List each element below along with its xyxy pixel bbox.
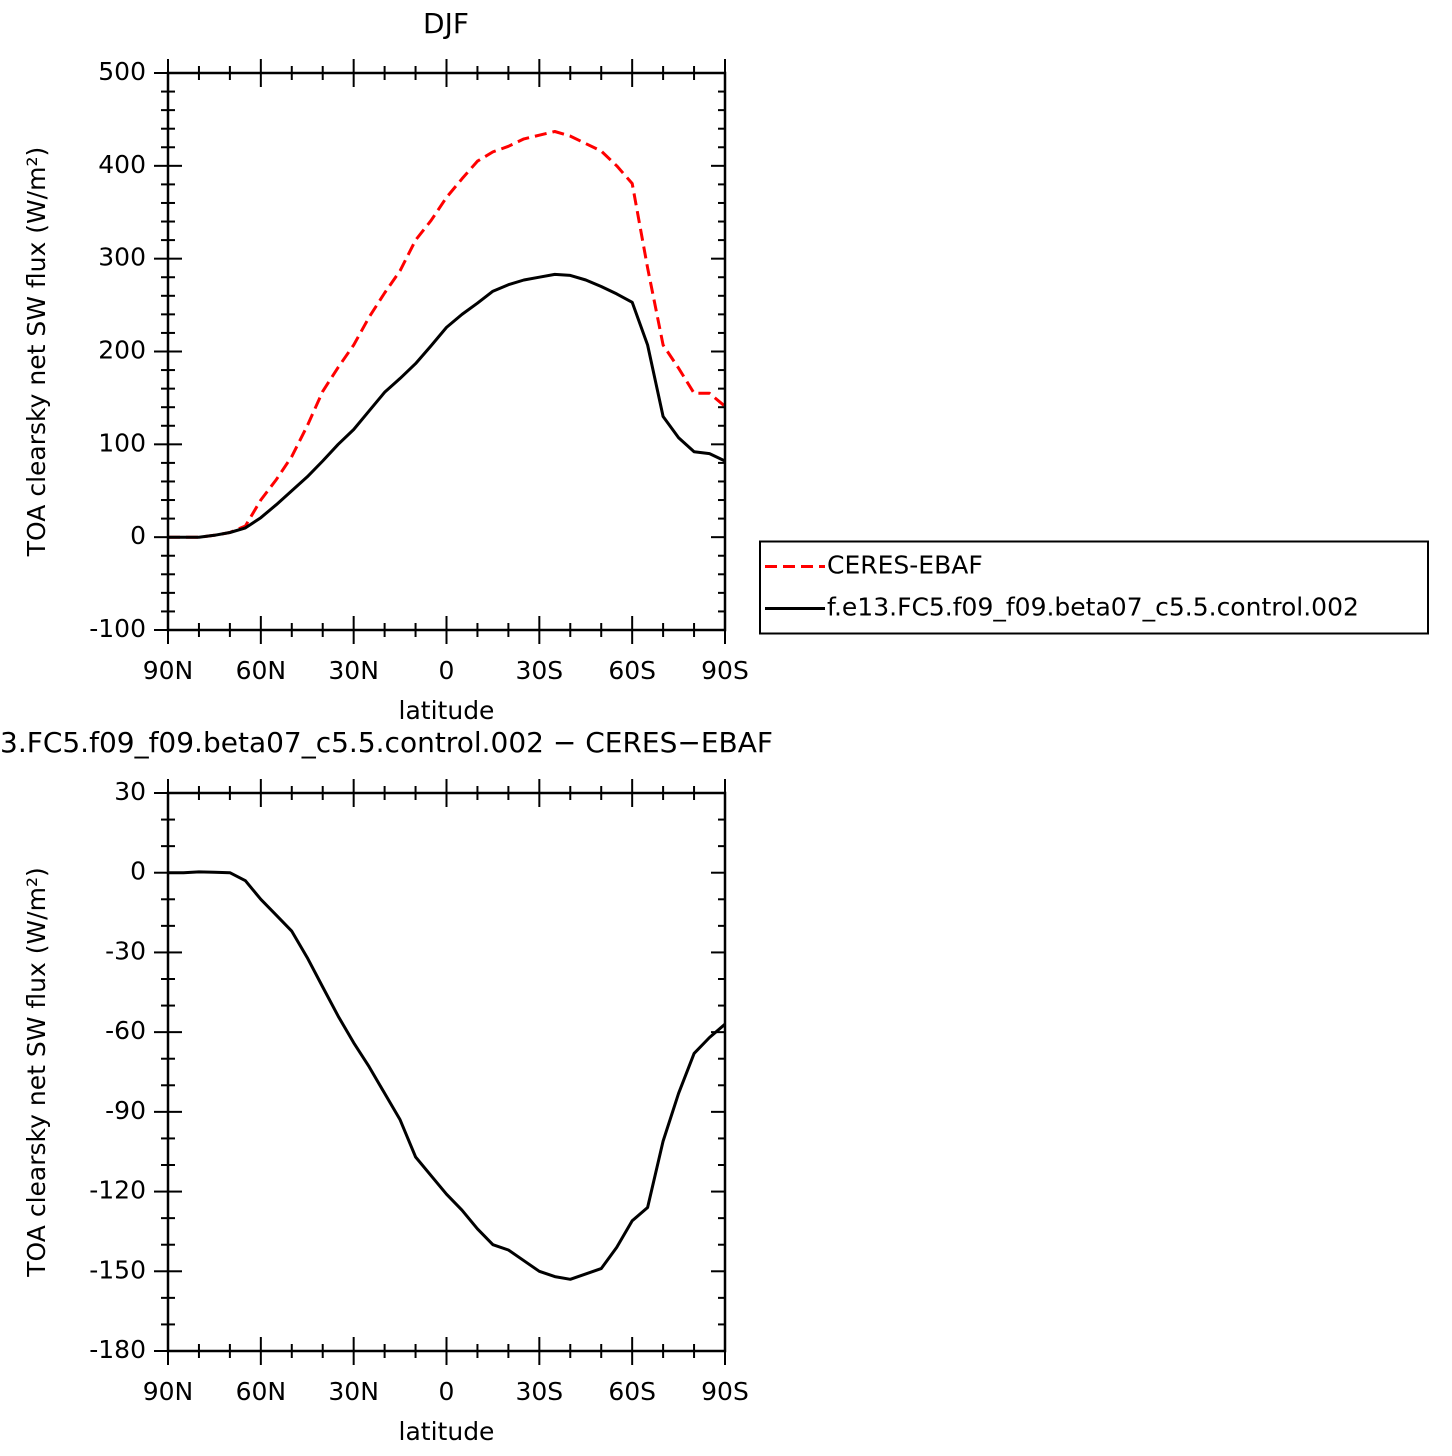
x-tick-label: 60N [236,656,287,685]
series-line [168,870,726,1281]
x-axis-label: latitude [399,696,495,725]
x-axis-label: latitude [399,1417,495,1446]
series-line [168,272,726,539]
y-tick-label: -60 [105,1016,146,1045]
x-tick-label: 60N [236,1377,287,1406]
x-tick-label: 90S [701,656,749,685]
y-tick-label: -120 [89,1176,146,1205]
y-tick-label: 30 [114,777,146,806]
x-tick-label: 90N [143,1377,194,1406]
x-tick-label: 30S [515,656,563,685]
x-tick-label: 0 [439,1377,455,1406]
y-tick-label: 200 [98,336,146,365]
series-line [168,130,726,539]
y-tick-label: 500 [98,57,146,86]
chart-title: 3.FC5.f09_f09.beta07_c5.5.control.002 − … [0,726,773,759]
x-tick-label: 60S [608,656,656,685]
legend-box [759,540,1429,635]
y-axis-label: TOA clearsky net SW flux (W/m²) [22,867,51,1277]
legend-label: f.e13.FC5.f09_f09.beta07_c5.5.control.00… [827,593,1359,622]
y-tick-label: 0 [130,857,146,886]
y-tick-label: 100 [98,428,146,457]
x-tick-label: 90S [701,1377,749,1406]
x-tick-label: 90N [143,656,194,685]
y-tick-label: 400 [98,150,146,179]
y-tick-label: 300 [98,243,146,272]
y-axis-label: TOA clearsky net SW flux (W/m²) [22,147,51,557]
chart-title: DJF [423,7,469,40]
legend-label: CERES-EBAF [827,551,983,580]
x-tick-label: 30S [515,1377,563,1406]
y-tick-label: -100 [89,614,146,643]
x-tick-label: 60S [608,1377,656,1406]
y-tick-label: -90 [105,1096,146,1125]
y-tick-label: -150 [89,1255,146,1284]
x-tick-label: 30N [328,656,379,685]
y-tick-label: -180 [89,1335,146,1364]
x-tick-label: 0 [439,656,455,685]
y-tick-label: -30 [105,936,146,965]
x-tick-label: 30N [328,1377,379,1406]
y-tick-label: 0 [130,521,146,550]
